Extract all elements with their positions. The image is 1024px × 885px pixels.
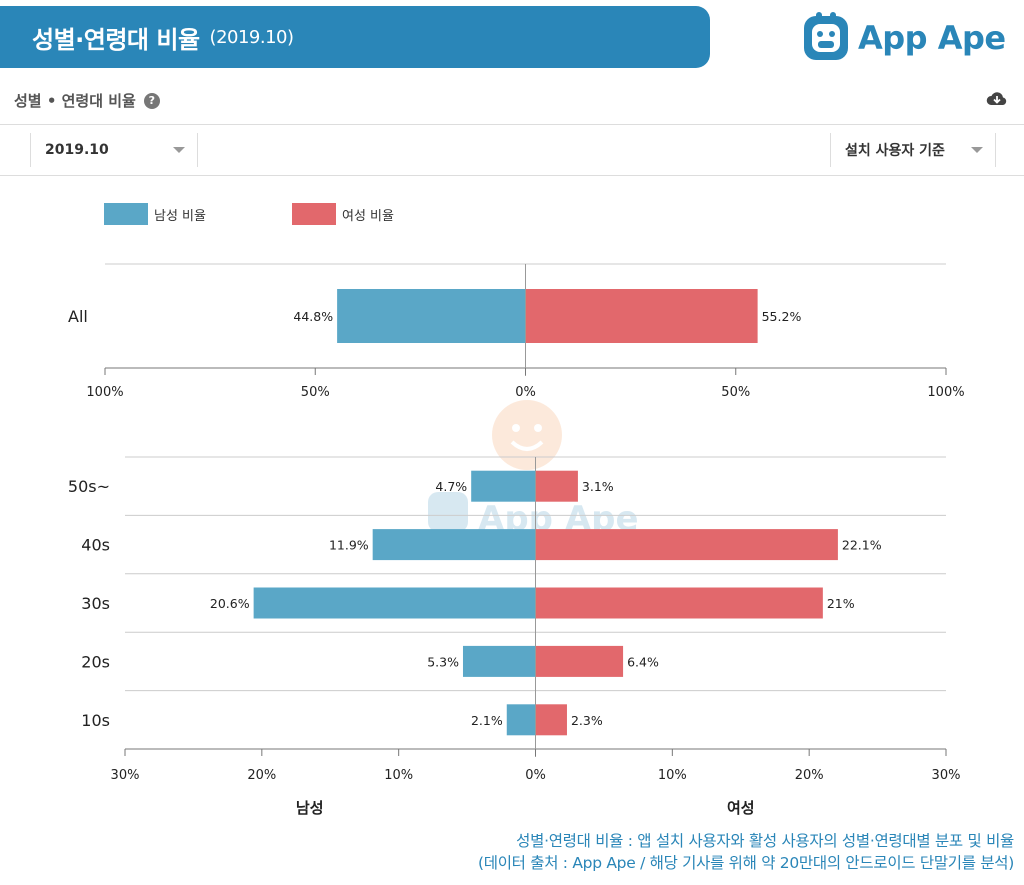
- age-category-label: 20s: [81, 652, 110, 671]
- age-value-label-male: 11.9%: [329, 538, 369, 553]
- age-value-label-male: 4.7%: [435, 479, 467, 494]
- page-title: 성별·연령대 비율: [32, 25, 200, 54]
- age-tick-label: 10%: [384, 768, 413, 783]
- footnote-line-1: 성별·연령대 비율 : 앱 설치 사용자와 활성 사용자의 성별·연령대별 분포…: [516, 832, 1014, 850]
- overall-tick-label: 50%: [301, 385, 330, 400]
- age-value-label-female: 21%: [827, 596, 855, 611]
- age-tick-label: 10%: [658, 768, 687, 783]
- age-bar-female[interactable]: [535, 529, 838, 561]
- age-category-label: 10s: [81, 711, 110, 730]
- legend-swatch-female: [292, 203, 336, 225]
- age-bar-female[interactable]: [535, 704, 567, 736]
- legend-label-female: 여성 비율: [342, 208, 394, 224]
- app-ape-monkey-icon: [804, 12, 848, 60]
- overall-chart: 44.8% 55.2% All 100% 50% 0% 50% 100%: [68, 263, 965, 400]
- overall-value-label-female: 55.2%: [762, 309, 802, 324]
- age-chart: 4.7% 3.1% 50s~ 11.9% 22.1% 40s 20.6% 21% 30s 5.3%…: [68, 456, 961, 817]
- age-value-label-male: 20.6%: [210, 596, 250, 611]
- age-axis-title-male: 남성: [296, 799, 324, 817]
- age-axis-title-female: 여성: [727, 799, 755, 817]
- overall-value-label-male: 44.8%: [293, 309, 333, 324]
- legend-item-female[interactable]: 여성 비율: [292, 203, 394, 225]
- brand-name: App Ape: [858, 19, 1006, 57]
- age-value-label-female: 2.3%: [571, 713, 603, 728]
- section-heading: 성별 • 연령대 비율 ?: [14, 90, 160, 111]
- age-bar-male[interactable]: [471, 470, 536, 502]
- legend-item-male[interactable]: 남성 비율: [104, 203, 206, 225]
- age-bar-male[interactable]: [372, 529, 536, 561]
- overall-tick-label: 100%: [86, 385, 123, 400]
- brand-logo[interactable]: App Ape: [802, 10, 1006, 66]
- basis-dropdown-value: 설치 사용자 기준: [845, 143, 945, 159]
- caret-down-icon: [173, 147, 185, 153]
- age-value-label-male: 5.3%: [427, 654, 459, 669]
- age-category-label: 50s~: [68, 477, 110, 496]
- question-circle-icon[interactable]: ?: [143, 92, 160, 109]
- overall-bar-male[interactable]: [337, 289, 526, 343]
- footnote-line-2: (데이터 출처 : App Ape / 해당 기사를 위해 약 20만대의 안드…: [478, 854, 1014, 872]
- age-bar-male[interactable]: [253, 587, 536, 619]
- age-category-label: 30s: [81, 594, 110, 613]
- age-bar-male[interactable]: [462, 645, 536, 677]
- cloud-download-icon[interactable]: [986, 90, 1008, 108]
- watermark: App Ape: [428, 400, 639, 539]
- age-value-label-female: 6.4%: [627, 654, 659, 669]
- legend-swatch-male: [104, 203, 148, 225]
- overall-category-label: All: [68, 307, 88, 326]
- age-bar-female[interactable]: [535, 470, 578, 502]
- overall-tick-label: 50%: [721, 385, 750, 400]
- age-value-label-female: 22.1%: [842, 538, 882, 553]
- page-title-period: (2019.10): [209, 26, 294, 48]
- age-tick-label: 30%: [932, 768, 961, 783]
- age-bar-female[interactable]: [535, 587, 823, 619]
- age-tick-label: 20%: [795, 768, 824, 783]
- page-title-banner: 성별·연령대 비율 (2019.10): [0, 6, 710, 68]
- age-bar-female[interactable]: [535, 645, 624, 677]
- age-tick-label: 30%: [111, 768, 140, 783]
- age-value-label-male: 2.1%: [471, 713, 503, 728]
- age-value-label-female: 3.1%: [582, 479, 614, 494]
- age-bar-male[interactable]: [506, 704, 536, 736]
- period-dropdown-value: 2019.10: [45, 142, 109, 158]
- basis-dropdown[interactable]: 설치 사용자 기준: [830, 133, 996, 167]
- overall-bar-female[interactable]: [525, 289, 758, 343]
- overall-tick-label: 0%: [515, 385, 536, 400]
- age-tick-label: 0%: [525, 768, 546, 783]
- period-dropdown[interactable]: 2019.10: [30, 133, 198, 167]
- caret-down-icon: [971, 147, 983, 153]
- age-tick-label: 20%: [247, 768, 276, 783]
- section-title: 성별 • 연령대 비율: [14, 92, 136, 110]
- legend-label-male: 남성 비율: [154, 208, 206, 224]
- age-category-label: 40s: [81, 536, 110, 555]
- overall-tick-label: 100%: [927, 385, 964, 400]
- footnote: 성별·연령대 비율 : 앱 설치 사용자와 활성 사용자의 성별·연령대별 분포…: [478, 830, 1014, 874]
- filter-toolbar: 2019.10 설치 사용자 기준: [0, 124, 1024, 176]
